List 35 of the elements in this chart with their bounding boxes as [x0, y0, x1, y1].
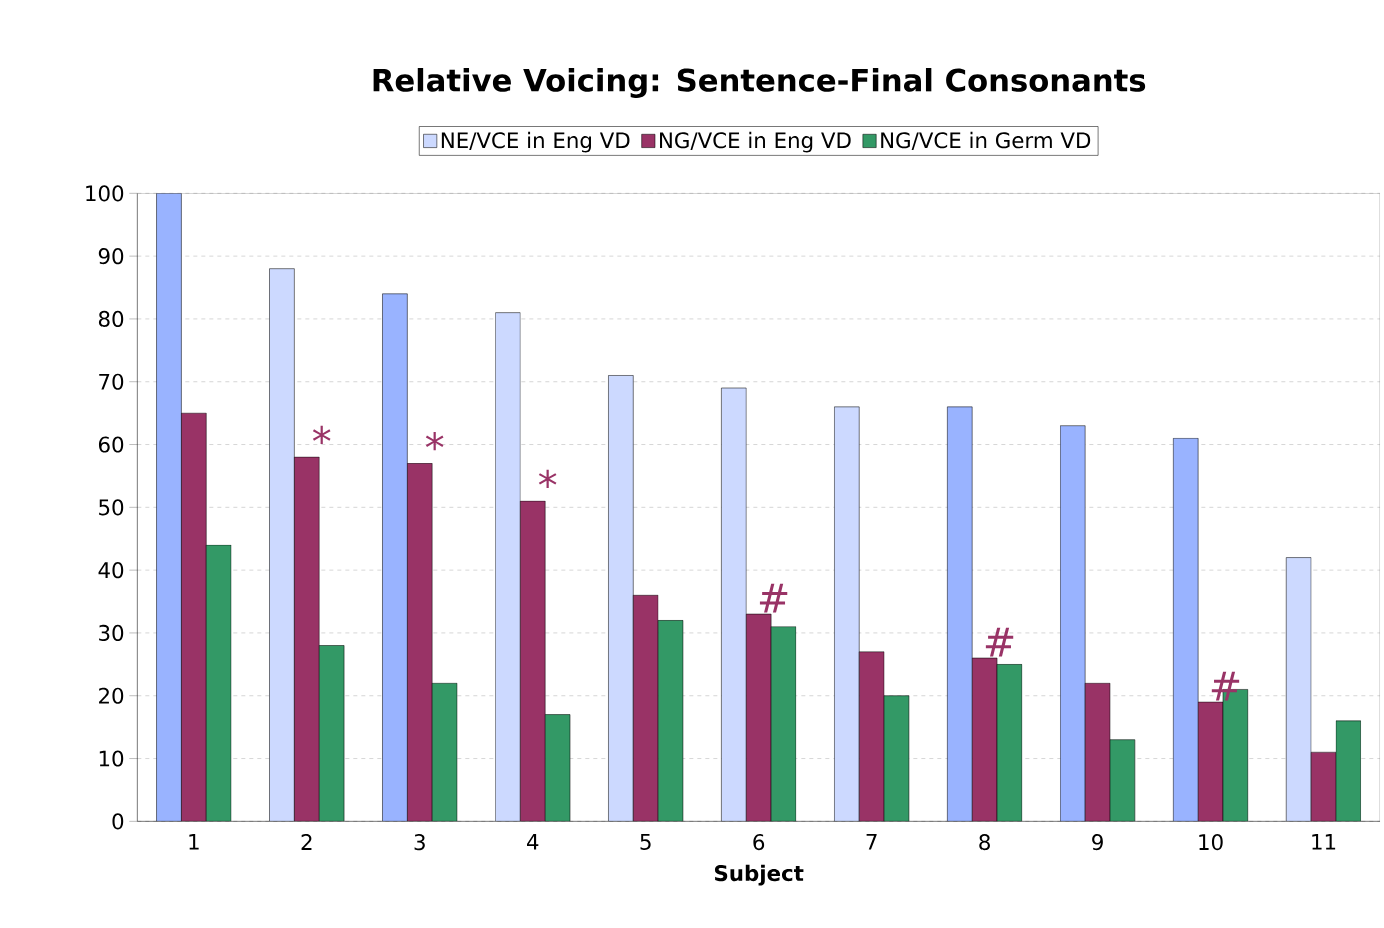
annotation: * [425, 432, 444, 451]
legend-label: NG/VCE in Germ VD [881, 131, 1091, 151]
bar [657, 620, 684, 822]
chart-title: Relative Voicing: Sentence-Final Consonants [373, 68, 1146, 98]
annotation: # [759, 583, 788, 613]
x-tick-label: 2 [301, 834, 312, 850]
y-tick-label: 80 [98, 310, 124, 327]
x-tick-label: 3 [414, 834, 425, 851]
annotation: * [538, 469, 557, 489]
annotation: # [1211, 671, 1240, 701]
y-tick-label: 40 [98, 562, 124, 579]
y-tick-label: 60 [98, 436, 124, 453]
x-tick-label: 8 [979, 834, 990, 851]
x-tick-label: 6 [753, 834, 765, 851]
y-tick-label: 50 [99, 499, 124, 516]
y-tick-label: 0 [112, 813, 124, 830]
x-tick-label: 1 [189, 834, 199, 850]
x-axis-title: Subject [714, 864, 804, 886]
y-tick-label: 30 [99, 624, 124, 641]
x-tick-label: 5 [640, 834, 651, 850]
y-tick-label: 90 [98, 248, 124, 265]
y-tick-label: 70 [99, 373, 124, 390]
y-tick-label: 100 [86, 185, 124, 202]
x-tick-label: 10 [1199, 834, 1223, 851]
x-tick-label: 9 [1092, 834, 1103, 851]
legend-label: NG/VCE in Eng VD [660, 131, 851, 153]
y-tick-label: 20 [99, 687, 124, 704]
x-tick-label: 11 [1312, 834, 1336, 850]
bar [883, 695, 910, 822]
annotation: * [312, 425, 331, 445]
x-tick-label: 4 [526, 834, 539, 850]
x-tick-label: 7 [866, 834, 877, 850]
legend-label: NE/VCE in Eng VD [441, 131, 630, 153]
annotation: # [985, 627, 1014, 657]
y-tick-label: 10 [99, 750, 124, 767]
